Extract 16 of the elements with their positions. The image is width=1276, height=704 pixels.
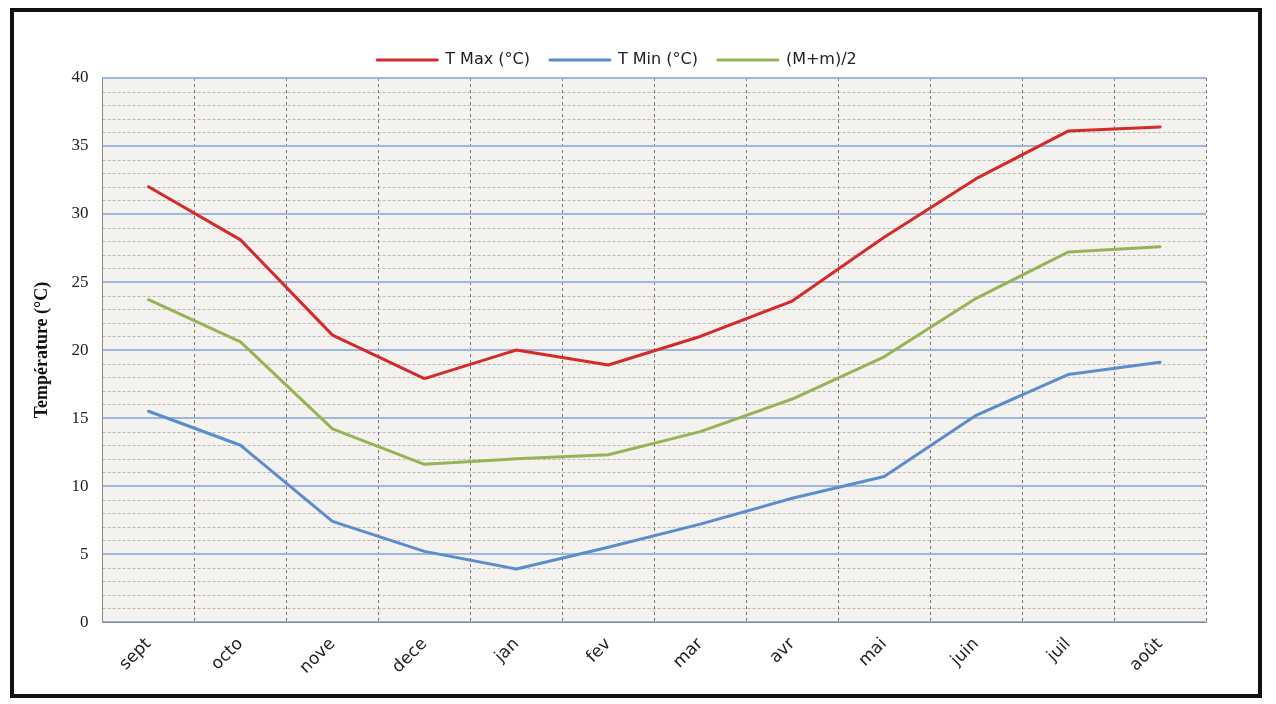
y-tick-label: 5 — [80, 543, 89, 563]
y-tick-label: 40 — [71, 67, 89, 87]
x-tick-label: fev — [581, 633, 615, 667]
y-tick-label: 30 — [71, 203, 89, 223]
legend-label: T Min (°C) — [616, 49, 698, 69]
legend-label: (M+m)/2 — [785, 49, 857, 69]
x-tick-label: jan — [489, 633, 523, 667]
legend-label: T Max (°C) — [444, 49, 530, 69]
y-tick-label: 35 — [71, 135, 89, 155]
y-tick-label: 20 — [71, 339, 89, 359]
y-tick-label: 10 — [71, 475, 89, 495]
x-tick-label: avr — [764, 633, 799, 667]
y-tick-label: 0 — [80, 611, 89, 631]
y-axis-title: Température (°C) — [31, 281, 53, 419]
y-tick-label: 25 — [71, 271, 89, 291]
y-tick-label: 15 — [71, 407, 89, 427]
